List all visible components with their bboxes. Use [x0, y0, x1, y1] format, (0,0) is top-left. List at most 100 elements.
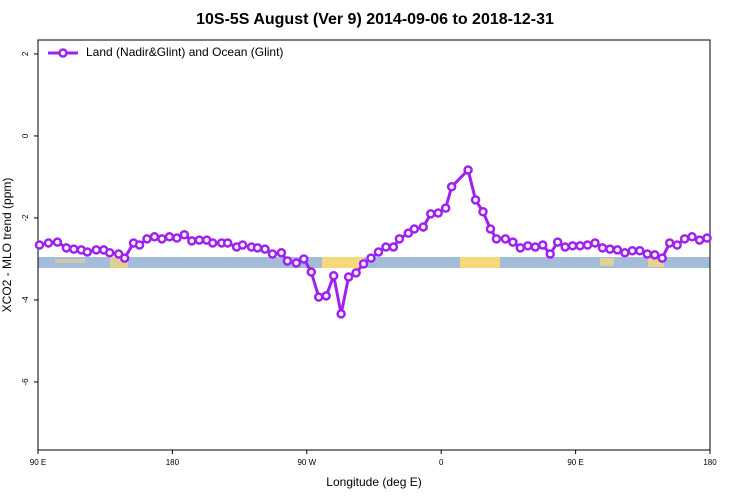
data-point — [113, 249, 124, 259]
data-point — [252, 243, 263, 253]
y-tick-label: -6 — [21, 378, 30, 386]
data-point — [82, 247, 93, 257]
data-point — [582, 240, 593, 250]
data-point — [537, 240, 548, 250]
data-point — [446, 182, 457, 192]
data-point — [260, 244, 270, 254]
data-point — [237, 240, 248, 250]
data-point — [500, 234, 511, 244]
data-point — [635, 245, 645, 256]
data-point — [149, 232, 160, 242]
data-point — [373, 247, 384, 257]
data-point — [328, 271, 339, 281]
data-point — [478, 207, 488, 217]
data-point — [104, 248, 115, 258]
data-point — [388, 242, 399, 252]
data-point — [164, 232, 175, 242]
data-point — [52, 237, 63, 247]
data-point — [291, 258, 302, 268]
data-point — [313, 292, 324, 302]
data-point — [590, 238, 600, 248]
y-tick-label: 0 — [21, 133, 30, 138]
data-point — [491, 234, 502, 244]
data-point — [575, 241, 585, 251]
data-point — [418, 222, 429, 232]
y-axis-label: XCO2 - MLO trend (ppm) — [0, 178, 14, 313]
data-point — [642, 249, 653, 259]
data-point — [222, 238, 233, 248]
data-point — [299, 254, 309, 264]
y-tick-label: -4 — [21, 296, 30, 304]
data-point — [394, 234, 405, 244]
data-point — [679, 234, 690, 244]
data-point — [433, 208, 443, 218]
data-point — [694, 235, 705, 245]
map-strip — [38, 257, 710, 268]
data-point — [179, 230, 190, 240]
data-point — [61, 243, 72, 253]
chart-title: 10S-5S August (Ver 9) 2014-09-06 to 2018… — [196, 11, 554, 28]
data-point — [612, 245, 623, 255]
data-point — [267, 249, 278, 259]
data-point — [463, 165, 473, 175]
data-point — [276, 248, 287, 258]
data-point — [523, 241, 533, 251]
data-point — [91, 245, 101, 255]
x-axis-label: Longitude (deg E) — [326, 475, 421, 489]
data-point — [142, 234, 152, 244]
data-point — [485, 224, 496, 234]
x-tick-label: 90 W — [297, 458, 316, 467]
data-point — [687, 232, 697, 242]
data-point — [515, 243, 526, 253]
data-point — [409, 224, 420, 234]
data-point — [657, 253, 667, 263]
data-point — [351, 268, 361, 278]
data-point — [672, 240, 682, 250]
data-point — [620, 248, 630, 258]
data-point — [560, 242, 570, 252]
data-point — [366, 253, 376, 263]
x-tick-label: 90 E — [30, 458, 46, 467]
y-tick-label: 2 — [21, 51, 30, 56]
data-point — [627, 245, 638, 256]
data-point — [702, 233, 712, 243]
legend-label: Land (Nadir&Glint) and Ocean (Glint) — [86, 45, 283, 59]
data-point — [597, 243, 608, 253]
legend-marker — [58, 48, 68, 58]
x-tick-label: 90 E — [567, 458, 583, 467]
data-point — [381, 242, 391, 252]
data-point — [306, 267, 317, 277]
data-point — [172, 233, 182, 243]
data-point — [343, 272, 354, 282]
data-point — [358, 259, 369, 269]
data-point — [69, 244, 79, 254]
data-point — [440, 203, 451, 213]
x-tick-label: 180 — [166, 458, 180, 467]
data-point — [664, 238, 675, 248]
data-point — [34, 240, 45, 250]
data-point — [530, 242, 541, 252]
data-point — [425, 209, 436, 219]
data-point — [567, 241, 578, 251]
data-point — [187, 236, 197, 246]
data-point — [649, 250, 660, 260]
data-point — [545, 249, 555, 259]
data-point — [119, 253, 130, 263]
data-point — [470, 195, 481, 205]
data-point — [43, 238, 54, 248]
data-point — [157, 234, 167, 244]
data-point — [194, 235, 205, 245]
y-tick-label: -2 — [21, 214, 30, 222]
data-point — [508, 237, 518, 247]
data-point — [403, 228, 414, 238]
data-point — [605, 244, 615, 254]
data-point — [321, 291, 331, 301]
data-point — [207, 238, 218, 248]
data-point — [552, 237, 563, 247]
x-tick-label: 180 — [703, 458, 717, 467]
data-point — [336, 309, 346, 319]
data-point — [282, 256, 293, 266]
x-tick-label: 0 — [439, 458, 444, 467]
data-point — [134, 240, 145, 250]
